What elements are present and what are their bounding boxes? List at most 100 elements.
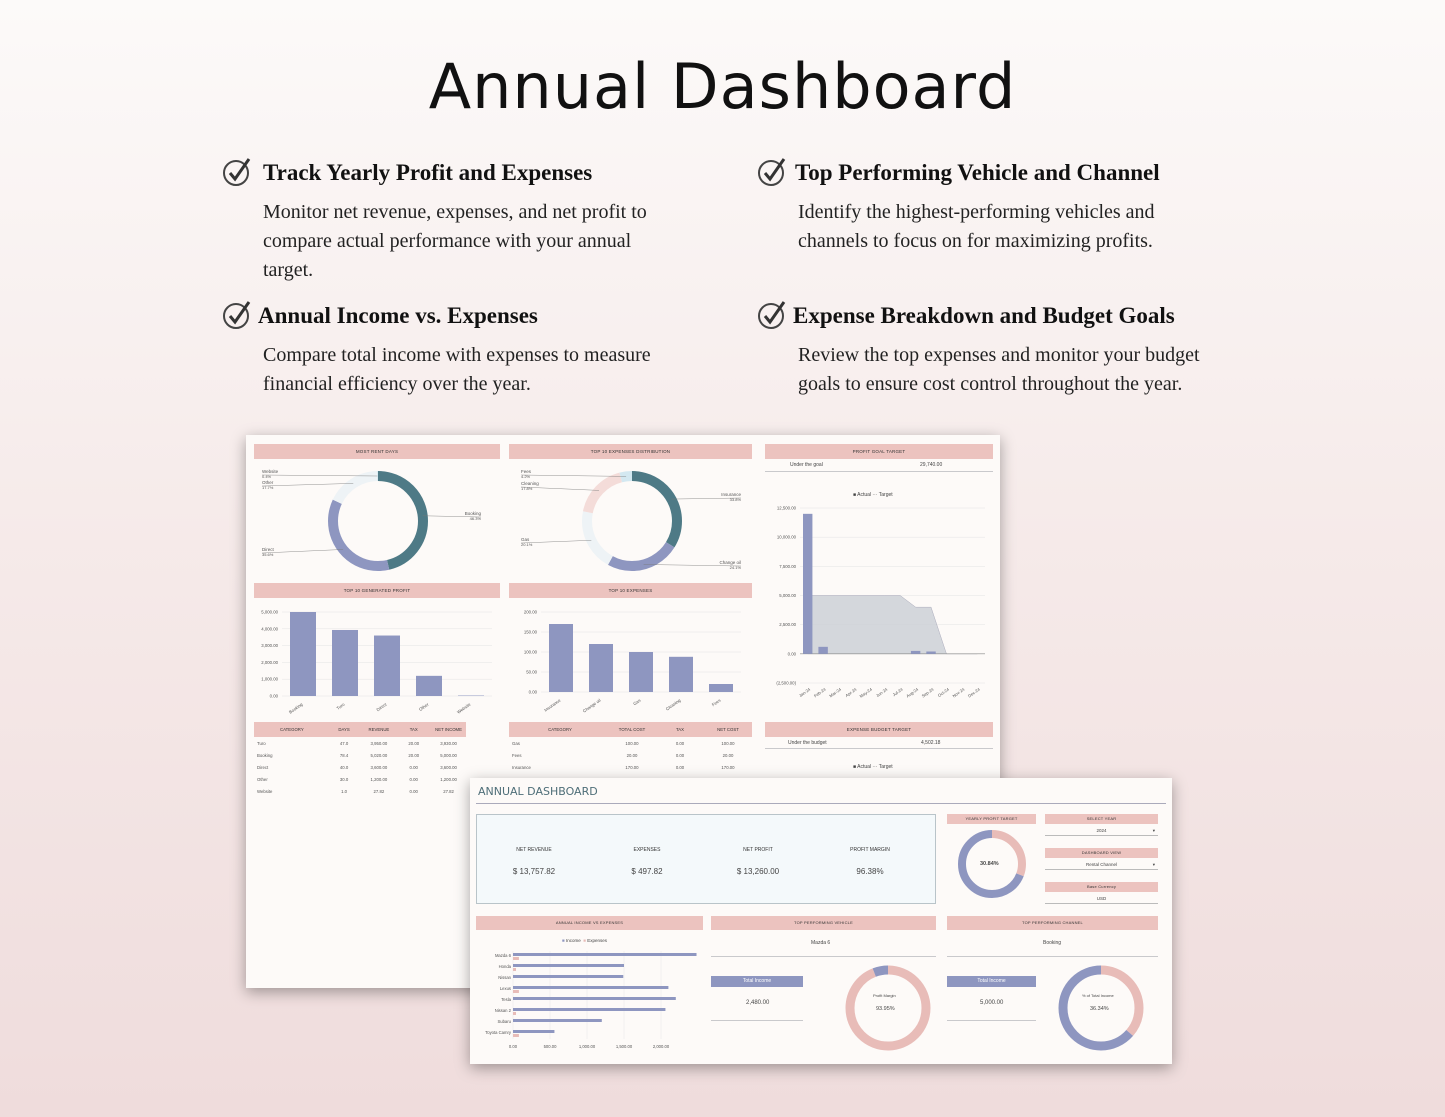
leader-line bbox=[261, 483, 354, 487]
table-cell: 30.0 bbox=[339, 776, 349, 782]
vehicle-margin-donut bbox=[845, 965, 931, 1051]
leader-line bbox=[520, 474, 627, 477]
expense-bar bbox=[513, 968, 516, 971]
y-tick-label: 100.00 bbox=[524, 650, 538, 655]
yearly-target-value: 30.84% bbox=[980, 861, 999, 867]
feature-body: Monitor net revenue, expenses, and net p… bbox=[263, 201, 647, 281]
x-tick-label: Jul-24 bbox=[892, 686, 905, 697]
rent-days-table: CATEGORY DAYS REVENUE TAX NET INCOME Turo 47.0… bbox=[254, 722, 466, 797]
base-currency-header: Base Currency bbox=[1045, 882, 1158, 892]
table-cell: 3,600.00 bbox=[440, 764, 457, 770]
table-row: Direct 40.0 3,600.00 0.00 3,600.00 bbox=[254, 761, 466, 773]
bar-other bbox=[416, 675, 442, 696]
actual-bar-Jan-24 bbox=[803, 513, 813, 654]
table-header: CATEGORY TOTAL COST TAX NET COST bbox=[509, 722, 752, 737]
table-cell: Website bbox=[257, 788, 273, 794]
income-vs-expenses-chart: 0.00 500.00 1,000.00 1,500.00 2,000.00 Mazda … bbox=[485, 951, 697, 1049]
y-tick-label: 2,000.00 bbox=[261, 660, 278, 665]
base-currency-field[interactable]: USD bbox=[1045, 894, 1158, 904]
feature-body: Review the top expenses and monitor your… bbox=[798, 344, 1200, 395]
table-cell: 0.00 bbox=[675, 740, 685, 746]
table-row: Gas 100.00 0.00 100.00 bbox=[509, 737, 752, 749]
legend-actual: ■ Actual ⋯ Target bbox=[853, 492, 893, 498]
y-tick-label: 0.00 bbox=[529, 690, 538, 695]
expenses-distribution-header: TOP 10 EXPENSES DISTRIBUTION bbox=[509, 444, 752, 459]
slice-value: 24.1% bbox=[730, 565, 742, 570]
expense-bar bbox=[513, 1012, 516, 1015]
check-circle-icon bbox=[758, 158, 786, 186]
yearly-target-donut bbox=[958, 830, 1026, 898]
channel-total-income: 5,000.00 bbox=[980, 1000, 1004, 1006]
slice-label: Cleaning bbox=[521, 481, 539, 486]
table-row: Insurance 170.00 0.00 170.00 bbox=[509, 761, 752, 773]
slice-label: Website bbox=[262, 469, 279, 474]
expenses-table: CATEGORY TOTAL COST TAX NET COST Gas 100.00 0.… bbox=[509, 722, 752, 773]
kpi-panel: NET REVENUE $ 13,757.82 EXPENSES $ 497.82 … bbox=[476, 814, 936, 904]
table-cell: 0.00 bbox=[409, 764, 418, 770]
most-rent-days-header: MOST RENT DAYS bbox=[254, 444, 500, 459]
bar-fees bbox=[709, 684, 733, 692]
bar-booking bbox=[290, 612, 316, 696]
table-cell: 170.00 bbox=[625, 764, 639, 770]
table-cell: NET INCOME bbox=[435, 727, 463, 732]
profit-goal-header: PROFIT GOAL TARGET bbox=[765, 444, 993, 459]
y-tick-label: 150.00 bbox=[524, 630, 538, 635]
expense-budget-status-value: 4,502.18 bbox=[921, 740, 941, 746]
table-cell: 3,950.00 bbox=[370, 740, 388, 746]
top-channel-name: Booking bbox=[1043, 940, 1062, 946]
top-expenses-header: TOP 10 EXPENSES bbox=[509, 583, 752, 598]
top-channel-header: TOP PERFORMING CHANNEL bbox=[947, 916, 1158, 930]
slice-value: 4.2% bbox=[521, 474, 531, 479]
leader-line bbox=[261, 474, 378, 477]
table-cell: 170.00 bbox=[721, 764, 735, 770]
expense-bar bbox=[513, 957, 519, 960]
feature-heading: Annual Income vs. Expenses bbox=[258, 303, 538, 328]
slice-label: Change oil bbox=[719, 560, 741, 565]
y-tick-label: 12,500.00 bbox=[777, 506, 797, 511]
table-cell: 20.00 bbox=[626, 752, 638, 758]
income-vs-expenses-header: ANNUAL INCOME VS EXPENSES bbox=[476, 916, 703, 930]
kpi-net-revenue: NET REVENUE $ 13,757.82 bbox=[512, 847, 556, 876]
y-tick-label: 5,000.00 bbox=[779, 593, 796, 598]
select-year-dropdown[interactable]: 2024 ▾ bbox=[1045, 826, 1158, 836]
table-cell: Turo bbox=[257, 740, 266, 746]
table-cell: 100.00 bbox=[625, 740, 639, 746]
income-bar bbox=[513, 964, 624, 967]
income-expenses-legend: ■ Income ■ Expenses bbox=[562, 938, 608, 943]
slice-value: 17.8% bbox=[521, 486, 533, 491]
front-dashboard-sheet: ANNUAL DASHBOARD NET REVENUE $ 13,757.82 … bbox=[470, 778, 1172, 1064]
table-cell: 20.00 bbox=[722, 752, 734, 758]
table-header: CATEGORY DAYS REVENUE TAX NET INCOME bbox=[254, 722, 466, 737]
table-cell: REVENUE bbox=[368, 727, 390, 732]
income-bar bbox=[513, 953, 697, 956]
budget-legend: ■ Actual ⋯ Target bbox=[853, 764, 893, 770]
table-cell: 100.00 bbox=[721, 740, 735, 746]
leader-line bbox=[520, 486, 600, 491]
y-tick-label: 10,000.00 bbox=[777, 535, 797, 540]
leader-line bbox=[422, 515, 482, 518]
income-bar bbox=[513, 997, 676, 1000]
bar-gas bbox=[629, 652, 653, 692]
generated-profit-chart: 0.00 1,000.00 2,000.00 3,000.00 4,000.00 5,00… bbox=[261, 610, 492, 715]
dashboard-view-dropdown[interactable]: Rental Channel ▾ bbox=[1045, 860, 1158, 870]
table-row: Turo 47.0 3,950.00 20.00 3,930.00 bbox=[254, 737, 466, 749]
table-cell: Other bbox=[257, 776, 268, 782]
leader-line bbox=[643, 564, 742, 567]
table-cell: CATEGORY bbox=[279, 727, 304, 732]
table-row: Other 30.0 1,200.00 0.00 1,200.00 bbox=[254, 773, 466, 785]
dashboard-title: ANNUAL DASHBOARD bbox=[478, 785, 598, 798]
channel-total-income-label: Total Income bbox=[947, 976, 1036, 987]
table-cell: 0.00 bbox=[675, 752, 685, 758]
table-cell: 3,600.00 bbox=[370, 764, 388, 770]
x-tick-label: Insurance bbox=[543, 697, 562, 712]
x-tick-label: Gas bbox=[632, 698, 641, 707]
x-tick-label: Other bbox=[418, 701, 430, 712]
table-cell: Booking bbox=[257, 752, 273, 758]
income-bar bbox=[513, 1019, 602, 1022]
y-tick-label: Tesla bbox=[501, 997, 511, 1002]
expense-bar bbox=[513, 990, 519, 993]
donut-slice-direct bbox=[328, 471, 428, 571]
table-cell: NET COST bbox=[717, 727, 739, 732]
y-tick-label: 7,500.00 bbox=[779, 564, 796, 569]
table-cell: TAX bbox=[409, 727, 418, 732]
